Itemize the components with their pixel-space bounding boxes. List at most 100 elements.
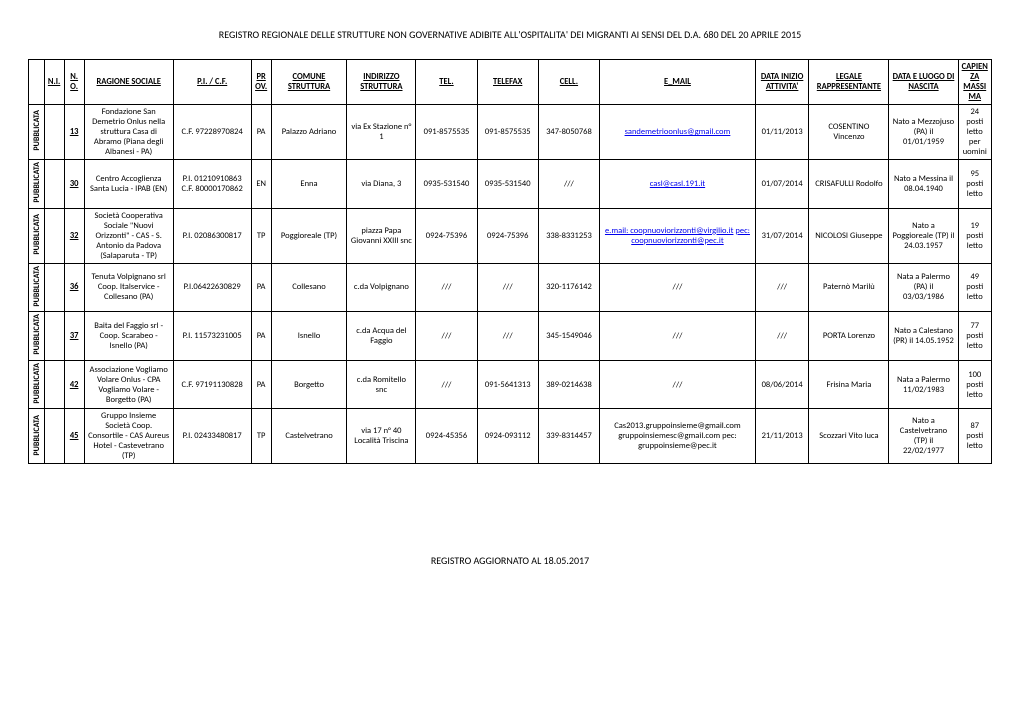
cell-prov: PA	[251, 312, 271, 361]
cell-prov: PA	[251, 105, 271, 160]
table-row: PUBBLICATA36Tenuta Volpignano srl Coop. …	[29, 263, 992, 312]
cell-fax: 0924-093112	[477, 409, 538, 464]
cell-mail: e.mail: coopnuoviorizzonti@virgilio.it p…	[600, 208, 756, 263]
cell-indirizzo: c.da Romitello snc	[347, 360, 416, 409]
page-title: REGISTRO REGIONALE DELLE STRUTTURE NON G…	[28, 28, 992, 41]
cell-cf: C.F. 97228970824	[173, 105, 251, 160]
cell-cap: 77 posti letto	[958, 312, 992, 361]
cell-fax: 091-8575535	[477, 105, 538, 160]
cell-ni	[44, 208, 64, 263]
cell-pubblicata: PUBBLICATA	[29, 360, 45, 409]
cell-legale: Frisina Maria	[809, 360, 889, 409]
table-row: PUBBLICATA32Società Cooperativa Sociale …	[29, 208, 992, 263]
cell-fax: 0935-531540	[477, 160, 538, 209]
cell-pubblicata: PUBBLICATA	[29, 263, 45, 312]
cell-ni	[44, 160, 64, 209]
table-row: PUBBLICATA45Gruppo Insieme Società Coop.…	[29, 409, 992, 464]
cell-luogo: Nato a Poggioreale (TP) il 24.03.1957	[889, 208, 958, 263]
cell-cap: 24 posti letto per uomini	[958, 105, 992, 160]
cell-legale: CRISAFULLI Rodolfo	[809, 160, 889, 209]
cell-tel: ///	[416, 263, 477, 312]
cell-mail: Cas2013.gruppoinsieme@gmail.com gruppoin…	[600, 409, 756, 464]
cell-prov: EN	[251, 160, 271, 209]
cell-tel: 0924-45356	[416, 409, 477, 464]
cell-pubblicata: PUBBLICATA	[29, 312, 45, 361]
cell-no: 32	[64, 208, 84, 263]
cell-luogo: Nato a Castelvetrano (TP) il 22/02/1977	[889, 409, 958, 464]
cell-indirizzo: piazza Papa Giovanni XXIII snc	[347, 208, 416, 263]
cell-pubblicata: PUBBLICATA	[29, 105, 45, 160]
cell-fax: 091-5641313	[477, 360, 538, 409]
cell-cell: 347-8050768	[538, 105, 599, 160]
th-legale: LEGALE RAPPRESENTANTE	[809, 60, 889, 105]
cell-comune: Collesano	[271, 263, 347, 312]
cell-ni	[44, 105, 64, 160]
cell-cell: ///	[538, 160, 599, 209]
cell-comune: Poggioreale (TP)	[271, 208, 347, 263]
cell-cap: 100 posti letto	[958, 360, 992, 409]
cell-indirizzo: via 17 n° 40 Località Triscina	[347, 409, 416, 464]
cell-luogo: Nato a Messina il 08.04.1940	[889, 160, 958, 209]
cell-cell: 345-1549046	[538, 312, 599, 361]
table-header-row: N.I. N.O. RAGIONE SOCIALE P.I. / C.F. PR…	[29, 60, 992, 105]
cell-comune: Enna	[271, 160, 347, 209]
cell-indirizzo: c.da Acqua del Faggio	[347, 312, 416, 361]
th-cell: CELL.	[538, 60, 599, 105]
cell-data: 31/07/2014	[755, 208, 808, 263]
cell-ni	[44, 312, 64, 361]
cell-luogo: Nato a Calestano (PR) il 14.05.1952	[889, 312, 958, 361]
cell-comune: Palazzo Adriano	[271, 105, 347, 160]
cell-comune: Borgetto	[271, 360, 347, 409]
cell-comune: Isnello	[271, 312, 347, 361]
cell-cell: 320-1176142	[538, 263, 599, 312]
cell-no: 36	[64, 263, 84, 312]
cell-cap: 95 posti letto	[958, 160, 992, 209]
cell-cf: P.I. 02086300817	[173, 208, 251, 263]
cell-luogo: Nata a Palermo (PA) il 03/03/1986	[889, 263, 958, 312]
cell-comune: Castelvetrano	[271, 409, 347, 464]
cell-prov: TP	[251, 208, 271, 263]
mail-link[interactable]: sandemetrioonlus@gmail.com	[625, 127, 731, 137]
cell-mail: ///	[600, 263, 756, 312]
mail-link[interactable]: e.mail: coopnuoviorizzonti@virgilio.it	[605, 226, 734, 236]
cell-no: 42	[64, 360, 84, 409]
cell-data: ///	[755, 312, 808, 361]
cell-data: 21/11/2013	[755, 409, 808, 464]
cell-ragione: Baita del Faggio srl - Coop. Scarabeo - …	[84, 312, 173, 361]
mail-link[interactable]: casl@casl.191.it	[650, 179, 705, 189]
table-row: PUBBLICATA 37Baita del Faggio srl - Coop.…	[29, 312, 992, 361]
cell-prov: PA	[251, 263, 271, 312]
cell-cf: P.I. 11573231005	[173, 312, 251, 361]
th-ragione: RAGIONE SOCIALE	[84, 60, 173, 105]
th-pub	[29, 60, 45, 105]
cell-legale: Scozzari Vito luca	[809, 409, 889, 464]
cell-no: 13	[64, 105, 84, 160]
cell-cf: P.I.06422630829	[173, 263, 251, 312]
cell-mail: casl@casl.191.it	[600, 160, 756, 209]
th-no: N.O.	[64, 60, 84, 105]
cell-tel: 0924-75396	[416, 208, 477, 263]
cell-prov: PA	[251, 360, 271, 409]
cell-ragione: Associazione Vogliamo Volare Onlus - CPA…	[84, 360, 173, 409]
cell-ragione: Società Cooperativa Sociale "Nuovi Orizz…	[84, 208, 173, 263]
cell-no: 37	[64, 312, 84, 361]
cell-cap: 19 posti letto	[958, 208, 992, 263]
cell-indirizzo: c.da Volpignano	[347, 263, 416, 312]
th-cap: CAPIENZA MASSIMA	[958, 60, 992, 105]
cell-data: 08/06/2014	[755, 360, 808, 409]
cell-cell: 338-8331253	[538, 208, 599, 263]
cell-ragione: Centro Accoglienza Santa Lucia - IPAB (E…	[84, 160, 173, 209]
cell-data: ///	[755, 263, 808, 312]
cell-ragione: Fondazione San Demetrio Onlus nella stru…	[84, 105, 173, 160]
cell-legale: COSENTINO Vincenzo	[809, 105, 889, 160]
th-luogo: DATA E LUOGO DI NASCITA	[889, 60, 958, 105]
cell-legale: PORTA Lorenzo	[809, 312, 889, 361]
th-cf: P.I. / C.F.	[173, 60, 251, 105]
cell-mail: ///	[600, 360, 756, 409]
cell-ni	[44, 409, 64, 464]
registro-table: N.I. N.O. RAGIONE SOCIALE P.I. / C.F. PR…	[28, 59, 992, 464]
cell-pubblicata: PUBBLICATA	[29, 160, 45, 209]
cell-cf: P.I. 02433480817	[173, 409, 251, 464]
cell-luogo: Nata a Palermo 11/02/1983	[889, 360, 958, 409]
th-ni: N.I.	[44, 60, 64, 105]
